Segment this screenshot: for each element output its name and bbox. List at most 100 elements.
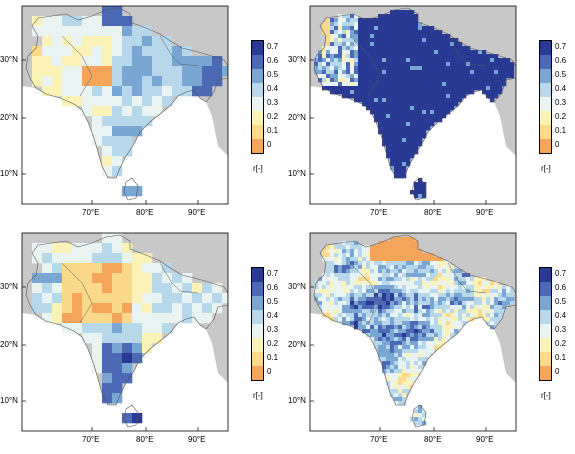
colorbar-label: 0.3 <box>267 98 279 107</box>
lat-label: 30°N <box>288 55 306 64</box>
colorbar-label: 0.5 <box>555 70 567 79</box>
colorbar-segment <box>252 55 263 69</box>
colorbar-label: 0.3 <box>555 325 567 334</box>
colorbar-label: 0.7 <box>267 42 279 51</box>
lat-label: 10°N <box>288 396 306 405</box>
lat-label: 30°N <box>288 282 306 291</box>
colorbar-label: 0.4 <box>267 311 279 320</box>
lon-label: 70°E <box>370 435 388 444</box>
colorbar-segment <box>252 352 263 366</box>
colorbar-label: 0.7 <box>555 269 567 278</box>
colorbar-segment <box>252 324 263 338</box>
colorbar-label: 0 <box>267 140 272 149</box>
colorbar-unit: r[-] <box>541 391 551 400</box>
colorbar <box>251 40 264 154</box>
colorbar-segment <box>252 139 263 153</box>
colorbar-label: 0.1 <box>555 353 567 362</box>
colorbar-segment <box>540 296 551 310</box>
colorbar-segment <box>540 338 551 352</box>
colorbar-label: 0.6 <box>555 56 567 65</box>
colorbar-unit: r[-] <box>253 391 263 400</box>
colorbar-label: 0.1 <box>267 353 279 362</box>
map-canvas <box>309 232 517 432</box>
colorbar-label: 0.4 <box>555 84 567 93</box>
colorbar-segment <box>540 282 551 296</box>
colorbar-label: 0.1 <box>555 126 567 135</box>
colorbar-segment <box>252 41 263 55</box>
map-panel-bottom-left: 30°N 20°N 10°N 70°E 80°E 90°E 0.7 0.6 0.5 0.4 0.3 0… <box>0 227 287 454</box>
lat-label: 20°N <box>288 340 306 349</box>
colorbar-label: 0.5 <box>267 297 279 306</box>
colorbar-label: 0.2 <box>555 339 567 348</box>
colorbar-label: 0.3 <box>555 98 567 107</box>
lon-label: 90°E <box>188 435 206 444</box>
colorbar <box>539 40 552 154</box>
colorbar-segment <box>252 338 263 352</box>
colorbar-segment <box>252 310 263 324</box>
colorbar <box>539 267 552 381</box>
colorbar-segment <box>540 310 551 324</box>
colorbar-label: 0.6 <box>267 56 279 65</box>
lat-label: 10°N <box>288 169 306 178</box>
lon-label: 70°E <box>370 208 388 217</box>
colorbar-segment <box>540 268 551 282</box>
lon-label: 80°E <box>136 435 154 444</box>
colorbar-label: 0.4 <box>555 311 567 320</box>
lon-label: 70°E <box>82 435 100 444</box>
map-panel-top-right: 30°N 20°N 10°N 70°E 80°E 90°E 0.7 0.6 0.5 0.4 0.3 0… <box>288 0 575 227</box>
colorbar-segment <box>252 296 263 310</box>
colorbar-segment <box>540 366 551 380</box>
colorbar-segment <box>540 83 551 97</box>
colorbar-label: 0 <box>555 140 560 149</box>
colorbar-label: 0 <box>555 367 560 376</box>
colorbar-segment <box>252 69 263 83</box>
colorbar-segment <box>252 83 263 97</box>
colorbar-segment <box>540 352 551 366</box>
map-panel-bottom-right: 30°N 20°N 10°N 70°E 80°E 90°E 0.7 0.6 0.5 0.4 0.3 0… <box>288 227 575 454</box>
colorbar-label: 0.5 <box>267 70 279 79</box>
colorbar-label: 0.2 <box>555 112 567 121</box>
colorbar-label: 0.6 <box>555 283 567 292</box>
colorbar-label: 0.1 <box>267 126 279 135</box>
colorbar <box>251 267 264 381</box>
map-canvas <box>309 5 517 205</box>
lat-label: 20°N <box>0 113 18 122</box>
lon-label: 70°E <box>82 208 100 217</box>
colorbar-segment <box>252 366 263 380</box>
lon-label: 90°E <box>476 208 494 217</box>
colorbar-segment <box>252 97 263 111</box>
colorbar-unit: r[-] <box>541 164 551 173</box>
map-canvas <box>21 232 229 432</box>
colorbar-segment <box>252 282 263 296</box>
colorbar-label: 0.7 <box>555 42 567 51</box>
lat-label: 30°N <box>0 55 18 64</box>
colorbar-segment <box>252 268 263 282</box>
colorbar-segment <box>540 69 551 83</box>
lat-label: 10°N <box>0 169 18 178</box>
lat-label: 10°N <box>0 396 18 405</box>
colorbar-label: 0 <box>267 367 272 376</box>
lon-label: 80°E <box>136 208 154 217</box>
colorbar-label: 0.7 <box>267 269 279 278</box>
colorbar-segment <box>540 97 551 111</box>
colorbar-segment <box>540 125 551 139</box>
lon-label: 90°E <box>476 435 494 444</box>
colorbar-segment <box>252 111 263 125</box>
lon-label: 80°E <box>424 435 442 444</box>
colorbar-label: 0.5 <box>555 297 567 306</box>
colorbar-segment <box>252 125 263 139</box>
colorbar-label: 0.2 <box>267 339 279 348</box>
colorbar-segment <box>540 111 551 125</box>
lat-label: 30°N <box>0 282 18 291</box>
colorbar-unit: r[-] <box>253 164 263 173</box>
map-panel-top-left: 30°N 20°N 10°N 70°E 80°E 90°E 0.7 0.6 0.5 0.4 0.3 0… <box>0 0 287 227</box>
colorbar-label: 0.2 <box>267 112 279 121</box>
lon-label: 80°E <box>424 208 442 217</box>
colorbar-label: 0.3 <box>267 325 279 334</box>
colorbar-segment <box>540 41 551 55</box>
lat-label: 20°N <box>288 113 306 122</box>
colorbar-segment <box>540 324 551 338</box>
lat-label: 20°N <box>0 340 18 349</box>
map-canvas <box>21 5 229 205</box>
colorbar-segment <box>540 55 551 69</box>
